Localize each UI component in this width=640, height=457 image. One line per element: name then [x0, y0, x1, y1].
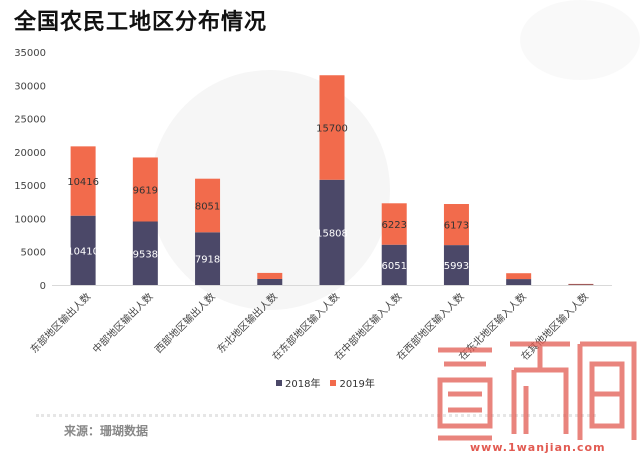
bar-segment-2019	[195, 178, 221, 233]
bar-segment-2018	[70, 215, 96, 285]
data-label: 15808	[316, 228, 348, 239]
data-label: 6051	[381, 261, 406, 272]
x-tick-label: 在东部地区输入人数	[269, 290, 342, 363]
watermark-logo	[437, 341, 637, 441]
source-note: 来源：珊瑚数据	[64, 424, 149, 438]
data-label: 8051	[195, 201, 220, 212]
bar-segment-2018	[381, 244, 407, 285]
dotted-divider	[36, 414, 596, 417]
data-label: 6223	[381, 220, 406, 231]
x-tick-label: 西部地区输出人数	[152, 290, 218, 356]
bar-segment-2018	[443, 245, 469, 285]
bar-segment-2019	[132, 157, 158, 222]
legend-item-2019: 2019年	[330, 375, 375, 390]
bar-segment-2019	[443, 204, 469, 246]
bar-segment-2018	[319, 179, 345, 285]
y-tick-label: 20000	[14, 148, 46, 159]
legend-label-2018: 2018年	[285, 379, 321, 390]
bar-segment-2019	[257, 272, 283, 279]
y-tick-label: 35000	[14, 48, 46, 59]
watermark-url: www.1wanjian.com	[470, 441, 606, 454]
bar-segment-2019	[70, 146, 96, 216]
data-label: 15700	[316, 124, 348, 135]
data-label: 7918	[195, 255, 220, 266]
bar-segment-2018	[195, 232, 221, 285]
data-label: 5993	[444, 261, 469, 272]
y-tick-label: 5000	[21, 248, 46, 259]
legend-swatch-2018	[276, 379, 282, 386]
page-title: 全国农民工地区分布情况	[14, 10, 268, 35]
bar-segment-2018	[257, 278, 283, 285]
y-tick-label: 25000	[14, 115, 46, 126]
data-label: 9619	[133, 185, 158, 196]
data-label: 9538	[133, 249, 158, 260]
bar-segment-2019	[319, 75, 345, 180]
bar-segment-2019	[506, 273, 532, 280]
chart-legend: 2018年 2019年	[276, 375, 375, 390]
x-tick-label: 在中部地区输入人数	[332, 290, 405, 363]
x-tick-label: 东部地区输出人数	[27, 290, 93, 356]
bar-segment-2018	[132, 221, 158, 285]
data-label: 10410	[67, 246, 99, 257]
data-label: 10416	[67, 177, 99, 188]
y-tick-label: 15000	[14, 181, 46, 192]
legend-label-2019: 2019年	[339, 379, 375, 390]
legend-swatch-2019	[330, 379, 337, 386]
legend-item-2018: 2018年	[276, 375, 320, 390]
bar-segment-2018	[506, 279, 532, 285]
y-tick-label: 30000	[14, 81, 46, 92]
x-tick-label: 中部地区输出人数	[90, 290, 156, 356]
y-tick-label: 0	[40, 281, 46, 292]
data-label: 6173	[444, 221, 469, 232]
bar-segment-2019	[568, 283, 594, 285]
bar-segment-2019	[381, 203, 407, 245]
y-tick-label: 10000	[14, 214, 46, 225]
x-tick-label: 东北地区输出人数	[214, 290, 280, 356]
